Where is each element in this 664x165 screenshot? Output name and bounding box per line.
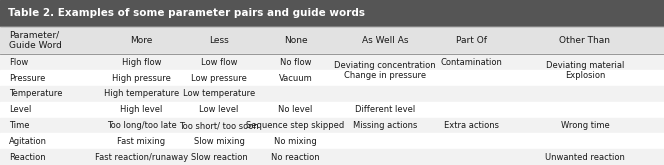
Text: Temperature: Temperature — [9, 89, 62, 99]
Text: As Well As: As Well As — [362, 35, 408, 45]
Text: Reaction: Reaction — [9, 153, 45, 162]
Text: Parameter/
Guide Word: Parameter/ Guide Word — [9, 31, 62, 50]
Text: Low flow: Low flow — [201, 58, 237, 67]
Text: None: None — [284, 35, 307, 45]
Text: Fast mixing: Fast mixing — [118, 137, 165, 146]
Text: Vacuum: Vacuum — [279, 74, 312, 83]
Text: Less: Less — [209, 35, 229, 45]
Bar — [0, 0, 664, 26]
Text: High flow: High flow — [122, 58, 161, 67]
Text: Time: Time — [9, 121, 29, 130]
Text: No reaction: No reaction — [271, 153, 320, 162]
Text: Agitation: Agitation — [9, 137, 46, 146]
Bar — [0, 102, 664, 118]
Text: Fast reaction/runaway: Fast reaction/runaway — [95, 153, 188, 162]
Text: Low level: Low level — [199, 105, 239, 114]
Text: High temperature: High temperature — [104, 89, 179, 99]
Text: More: More — [130, 35, 153, 45]
Text: Too short/ too soon: Too short/ too soon — [179, 121, 259, 130]
Text: No mixing: No mixing — [274, 137, 317, 146]
Text: Deviating material
Explosion: Deviating material Explosion — [546, 61, 624, 80]
Bar — [0, 26, 664, 54]
Text: Too long/too late: Too long/too late — [106, 121, 177, 130]
Text: Table 2. Examples of some parameter pairs and guide words: Table 2. Examples of some parameter pair… — [8, 8, 365, 18]
Bar — [0, 118, 664, 133]
Text: Flow: Flow — [9, 58, 28, 67]
Text: Sequence step skipped: Sequence step skipped — [246, 121, 345, 130]
Text: Unwanted reaction: Unwanted reaction — [545, 153, 625, 162]
Text: Low pressure: Low pressure — [191, 74, 247, 83]
Text: Other Than: Other Than — [560, 35, 610, 45]
Text: Missing actions: Missing actions — [353, 121, 417, 130]
Text: High level: High level — [120, 105, 163, 114]
Bar — [0, 70, 664, 86]
Bar — [0, 133, 664, 149]
Bar — [0, 54, 664, 70]
Text: Part Of: Part Of — [456, 35, 487, 45]
Text: Slow reaction: Slow reaction — [191, 153, 248, 162]
Text: Different level: Different level — [355, 105, 415, 114]
Text: Contamination: Contamination — [440, 58, 503, 67]
Text: Deviating concentration
Change in pressure: Deviating concentration Change in pressu… — [334, 61, 436, 80]
Text: Slow mixing: Slow mixing — [194, 137, 244, 146]
Text: Wrong time: Wrong time — [560, 121, 610, 130]
Text: No flow: No flow — [280, 58, 311, 67]
Text: Low temperature: Low temperature — [183, 89, 255, 99]
Text: Extra actions: Extra actions — [444, 121, 499, 130]
Text: No level: No level — [278, 105, 313, 114]
Bar — [0, 149, 664, 165]
Text: High pressure: High pressure — [112, 74, 171, 83]
Bar — [0, 86, 664, 102]
Text: Pressure: Pressure — [9, 74, 45, 83]
Text: Level: Level — [9, 105, 31, 114]
